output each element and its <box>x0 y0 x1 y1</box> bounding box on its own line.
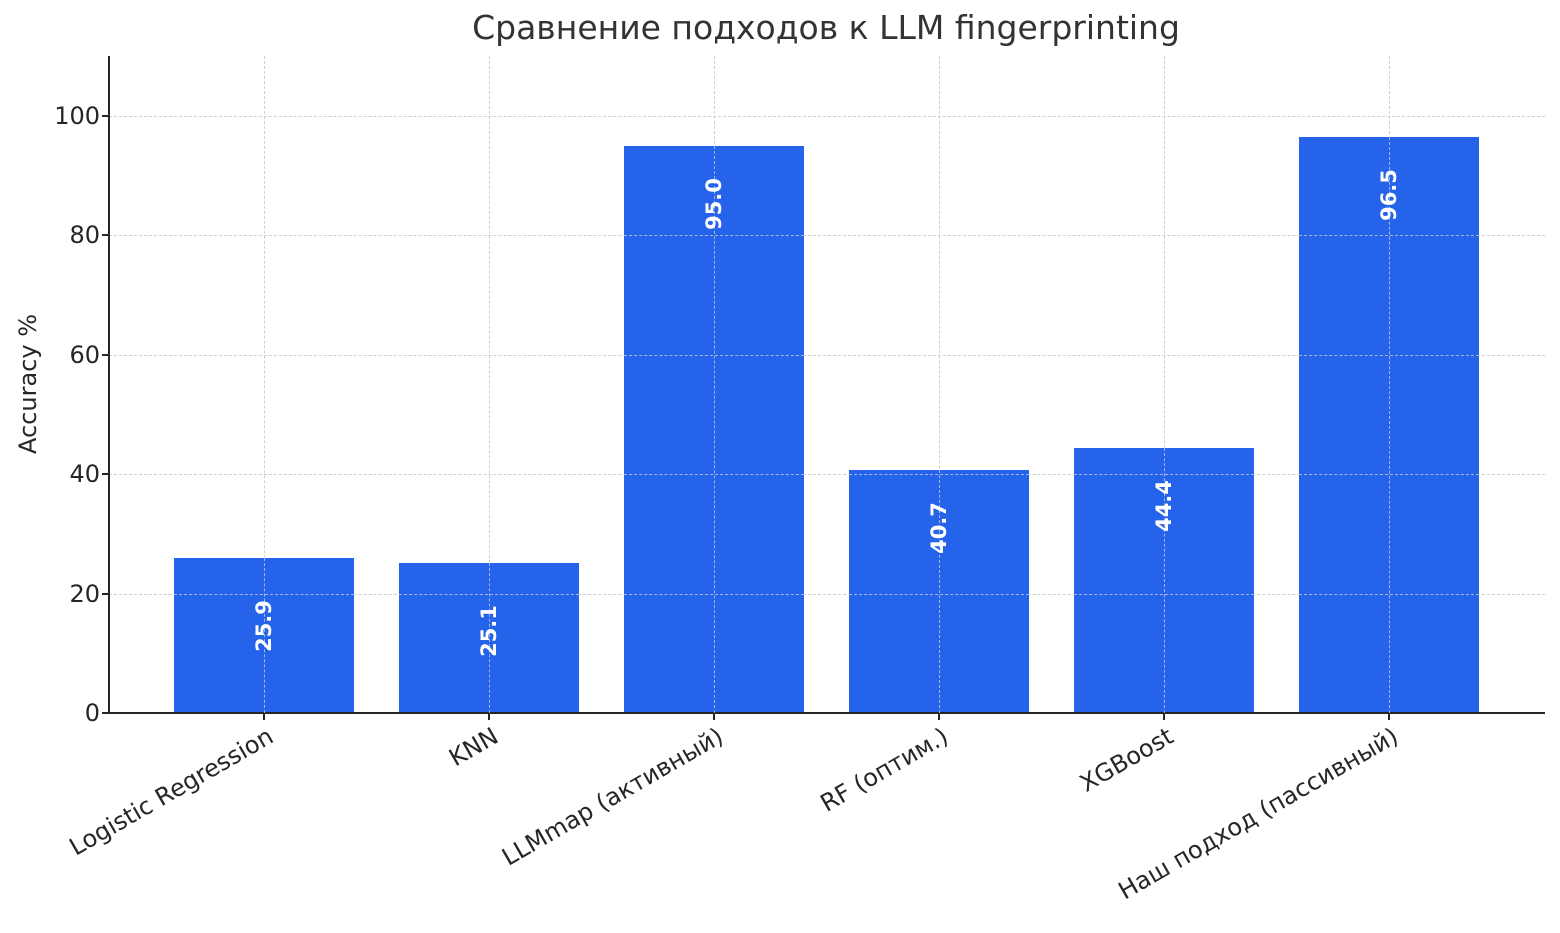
v-gridline-overlay <box>939 469 940 713</box>
bar-value-label: 95.0 <box>702 177 726 230</box>
bar-value-label: 25.9 <box>252 600 276 653</box>
h-gridline-overlay <box>1074 474 1254 476</box>
y-tick-label: 40 <box>69 460 100 489</box>
h-gridline <box>109 474 1545 476</box>
x-tick-label: RF (оптим.) <box>815 722 953 818</box>
y-tick-mark <box>102 114 109 117</box>
v-gridline-overlay <box>264 558 265 713</box>
x-tick-mark <box>488 713 490 720</box>
y-tick-mark <box>102 353 109 356</box>
h-gridline <box>109 593 1545 595</box>
x-tick-label: Logistic Regression <box>64 722 278 862</box>
y-tick-mark <box>102 592 109 595</box>
y-tick-label: 80 <box>69 221 100 250</box>
h-gridline-overlay <box>1299 474 1479 476</box>
v-gridline-overlay <box>1164 447 1165 713</box>
h-gridline-overlay <box>399 593 579 595</box>
h-gridline-overlay <box>1299 354 1479 356</box>
h-gridline <box>109 354 1545 356</box>
h-gridline-overlay <box>624 474 804 476</box>
bar-value-label: 40.7 <box>927 501 951 554</box>
v-gridline-overlay <box>489 563 490 713</box>
h-gridline <box>109 115 1545 117</box>
h-gridline-overlay <box>174 593 354 595</box>
y-tick-mark <box>102 234 109 237</box>
v-gridline <box>489 56 490 713</box>
chart-title: Сравнение подходов к LLM fingerprinting <box>472 8 1180 47</box>
x-axis-line <box>108 712 1545 714</box>
x-tick-mark <box>1388 713 1390 720</box>
y-tick-mark <box>102 712 109 714</box>
x-tick-mark <box>1163 713 1165 720</box>
v-gridline <box>1164 56 1165 713</box>
x-tick-mark <box>263 713 265 720</box>
h-gridline-overlay <box>849 593 1029 595</box>
h-gridline <box>109 235 1545 237</box>
y-axis-label: Accuracy % <box>14 313 42 455</box>
x-tick-mark <box>713 713 715 720</box>
bar-value-label: 25.1 <box>477 605 501 657</box>
v-gridline-overlay <box>714 145 715 713</box>
h-gridline-overlay <box>1299 593 1479 595</box>
y-tick-label: 60 <box>69 340 100 369</box>
bar-value-label: 96.5 <box>1377 168 1401 221</box>
y-axis-line <box>108 56 110 714</box>
y-tick-mark <box>102 473 109 476</box>
y-tick-label: 100 <box>54 101 100 130</box>
h-gridline-overlay <box>1299 235 1479 237</box>
x-tick-label: KNN <box>444 722 503 773</box>
v-gridline <box>264 56 265 713</box>
plot-area <box>109 56 1545 713</box>
bar-value-label: 44.4 <box>1152 479 1176 532</box>
v-gridline-overlay <box>1389 136 1390 713</box>
x-tick-mark <box>938 713 940 720</box>
y-tick-label: 0 <box>84 699 100 727</box>
h-gridline-overlay <box>1074 593 1254 595</box>
y-tick-label: 20 <box>69 579 100 608</box>
h-gridline-overlay <box>624 235 804 237</box>
h-gridline-overlay <box>624 354 804 356</box>
v-gridline <box>939 56 940 713</box>
x-tick-label: LLMmap (активный) <box>497 722 728 872</box>
h-gridline-overlay <box>849 474 1029 476</box>
h-gridline-overlay <box>624 593 804 595</box>
x-tick-label: XGBoost <box>1074 722 1178 798</box>
